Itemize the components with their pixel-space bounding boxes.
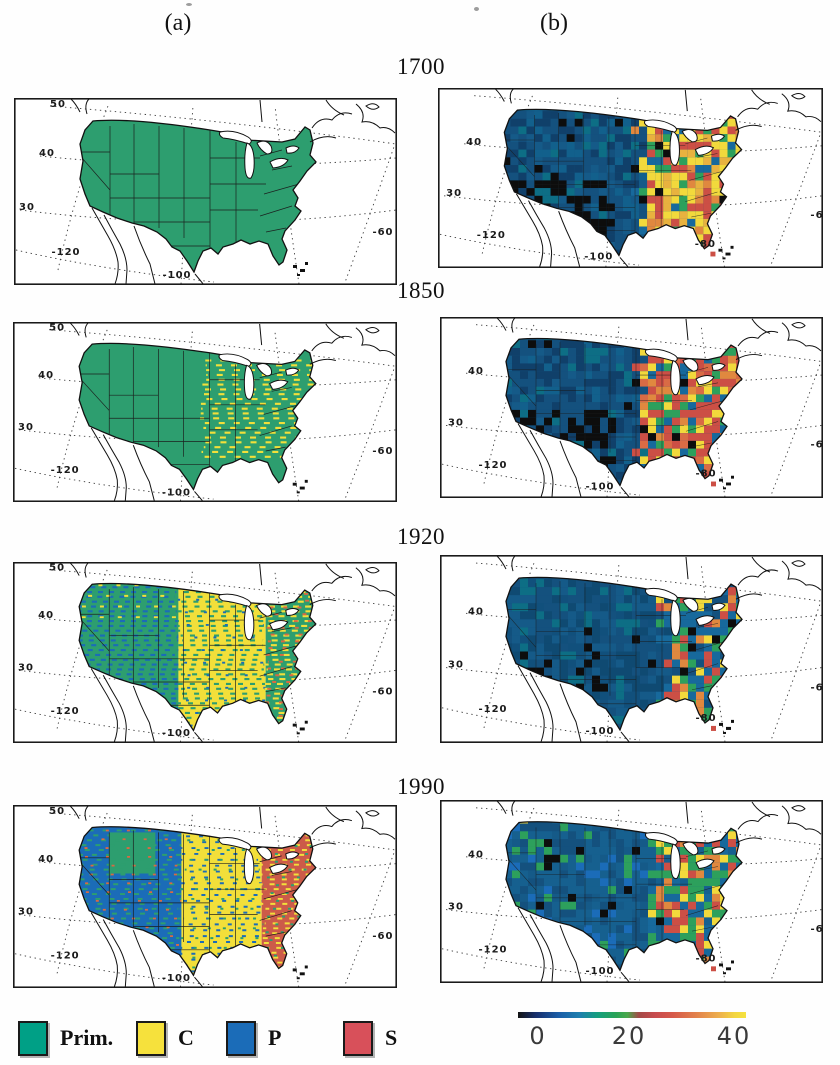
tick-label--120: -120 [51,465,80,476]
map-panel-1990-b: 40 30 -120 -100 -80 -60 [440,800,823,983]
tick-label-50: 50 [49,563,65,574]
map-panel-1920-a: 50 40 30 -120 -100 -60 [13,562,397,743]
map-panel-1850-a: 50 40 30 -120 -100 -60 [13,322,397,502]
tick-label-30: 30 [18,422,34,433]
tick-label--100: -100 [586,481,615,492]
tick-label--100: -100 [162,973,191,984]
tick-label-30: 30 [18,663,34,674]
tick-label-40: 40 [38,610,54,621]
tick-label--100: -100 [162,487,191,498]
tick-label-40: 40 [468,606,484,617]
tick-label--100: -100 [585,966,614,977]
tick-label--100: -100 [162,270,191,281]
tick-label--60: -60 [372,446,393,457]
legend-swatch [343,1020,373,1056]
tick-label-40: 40 [38,854,54,865]
tick-label--60: -60 [372,687,393,698]
tick-label-40: 40 [466,137,482,148]
legend-label: S [385,1025,398,1050]
tick-label-40: 40 [39,148,55,159]
tick-label--60: -60 [372,931,393,942]
year-label-1850: 1850 [397,278,445,303]
tick-label--60: -60 [810,683,823,694]
tick-label-50: 50 [49,323,65,334]
legend-label: P [268,1025,282,1050]
tick-label--120: -120 [479,460,508,471]
tick-label--80: -80 [695,239,716,250]
colorbar-tick-40: 40 [716,1022,752,1050]
tick-label--80: -80 [695,713,716,724]
legend-swatch [136,1020,166,1056]
map-panel-1700-a: 50 40 30 -120 -100 -60 [14,98,397,285]
legend-item-p: P [226,1020,281,1056]
legend-label: Prim. [60,1025,114,1050]
legend-label: C [178,1025,194,1050]
map-panel-1850-b: 40 30 -120 -100 -80 -60 [440,317,823,498]
year-label-1990: 1990 [397,774,445,799]
colorbar: 0 20 40 [518,1012,749,1058]
colorbar-tick-20: 20 [611,1022,647,1050]
tick-label--120: -120 [478,945,507,956]
tick-label-30: 30 [19,202,35,213]
tick-label-30: 30 [446,188,462,199]
tick-label--120: -120 [51,706,80,717]
colorbar-gradient [518,1012,746,1018]
tick-label--120: -120 [477,230,506,241]
tick-label--120: -120 [51,951,80,962]
category-legend: Prim. C P S [0,1020,440,1064]
tick-label-40: 40 [468,366,484,377]
tick-label-30: 30 [448,902,464,913]
column-label-b: (b) [540,10,568,36]
year-label-1700: 1700 [397,54,445,79]
legend-swatch [18,1020,48,1056]
scan-artifact [474,7,479,11]
tick-label-40: 40 [38,370,54,381]
map-panel-1920-b: 40 30 -120 -100 -80 -60 [440,555,823,743]
legend-item-c: C [136,1020,194,1056]
tick-label--100: -100 [585,726,614,737]
column-label-a: (a) [164,10,192,36]
tick-label--60: -60 [810,924,823,935]
legend-item-s: S [343,1020,397,1056]
tick-label--100: -100 [584,252,613,263]
map-panel-1700-b: 40 30 -120 -100 -80 -60 [438,88,823,268]
tick-label--80: -80 [695,469,716,480]
tick-label--120: -120 [478,704,507,715]
colorbar-tick-0: 0 [529,1022,547,1050]
year-label-1920: 1920 [397,524,445,549]
tick-label--120: -120 [51,247,80,258]
legend-swatch [226,1020,256,1056]
tick-label--80: -80 [695,954,716,965]
scan-artifact [186,3,192,6]
tick-label-30: 30 [18,907,34,918]
tick-label-30: 30 [448,660,464,671]
legend-item-prim: Prim. [18,1020,113,1056]
tick-label-30: 30 [448,418,464,429]
tick-label-50: 50 [49,806,65,817]
tick-label-40: 40 [468,850,484,861]
tick-label--100: -100 [162,728,191,739]
tick-label--60: -60 [372,227,393,238]
tick-label--60: -60 [810,210,823,221]
tick-label-50: 50 [50,99,66,110]
map-panel-1990-a: 50 40 30 -120 -100 -60 [13,805,397,988]
tick-label--60: -60 [810,440,823,451]
